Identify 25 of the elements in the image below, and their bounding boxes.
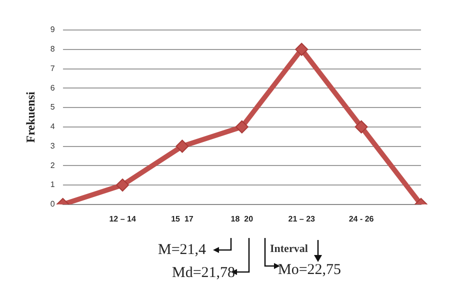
x-axis-title: Interval xyxy=(270,243,308,255)
y-tick-label: 7 xyxy=(50,64,56,73)
y-tick-label: 0 xyxy=(50,200,56,209)
point xyxy=(235,120,248,134)
x-tick-label: 18 20 xyxy=(230,214,254,224)
x-tick-label: 24 - 26 xyxy=(348,214,374,224)
y-tick-label: 2 xyxy=(50,160,56,170)
y-tick-label: 3 xyxy=(50,141,56,150)
y-tick-label: 5 xyxy=(50,102,56,112)
x-tick-label: 21 – 23 xyxy=(288,214,316,224)
point xyxy=(116,178,130,192)
point xyxy=(176,140,189,153)
point xyxy=(295,42,308,56)
text: M=21,4 xyxy=(158,242,206,259)
text: Mo=22,75 xyxy=(278,262,342,279)
y-tick-label: 9 xyxy=(50,25,56,34)
y-tick-label: 8 xyxy=(50,44,56,54)
y-tick-label: 6 xyxy=(50,83,56,92)
x-tick-label: 15 17 xyxy=(171,214,194,224)
text: Md=21,78 xyxy=(172,265,236,282)
point xyxy=(354,120,368,134)
y-tick-label: 4 xyxy=(50,122,56,132)
y-axis-title: Frekuensi xyxy=(23,90,38,143)
x-tick-label: 12 – 14 xyxy=(109,214,136,224)
y-tick-label: 1 xyxy=(50,180,56,190)
